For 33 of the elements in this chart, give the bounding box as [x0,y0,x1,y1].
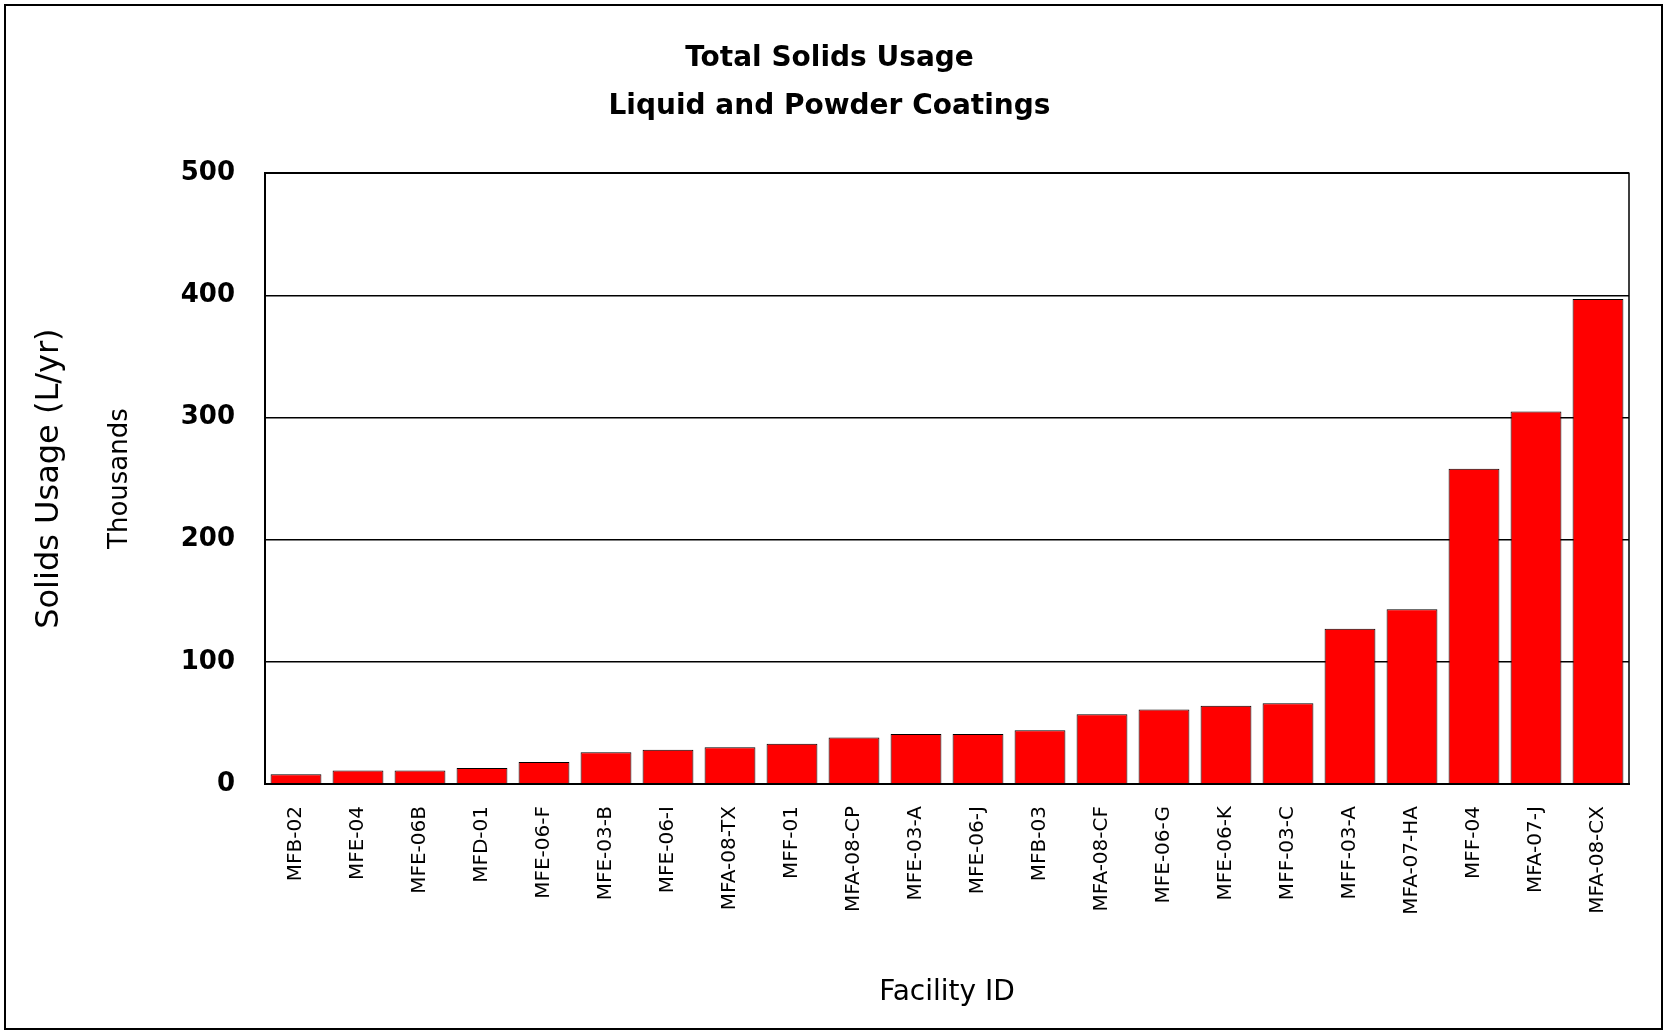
y-tick-label: 500 [180,155,235,186]
x-tick-label: MFE-06-K [1212,805,1237,901]
x-tick-label: MFD-01 [468,806,493,883]
x-tick-label: MFF-03-C [1274,806,1299,901]
x-tick-label: MFA-08-TX [716,805,741,911]
y-axis-title: Solids Usage (L/yr) [27,328,66,629]
chart-subtitle: Liquid and Powder Coatings [608,87,1051,121]
x-tick-label: MFE-03-A [902,805,927,901]
y-tick-label: 400 [180,278,235,309]
x-tick-label: MFA-08-CF [1088,806,1113,912]
x-axis-title: Facility ID [879,974,1015,1008]
x-tick-label: MFA-08-CX [1584,805,1609,914]
text: Thousands [102,408,133,550]
x-tick-label: MFF-04 [1460,806,1485,879]
x-tick-label: MFB-02 [282,806,307,882]
x-tick-label: MFE-06-G [1150,806,1175,904]
chart-title: Total Solids Usage [685,40,974,74]
x-tick-label: MFA-07-J [1522,806,1547,894]
y-tick-label: 0 [216,766,235,797]
x-tick-label: MFE-06-J [964,806,989,895]
y-tick-label: 200 [180,522,235,553]
x-tick-label: MFE-06B [406,806,431,894]
x-tick-label: MFA-08-CP [840,806,865,913]
y-tick-label: 100 [180,644,235,675]
y-tick-label: 300 [180,400,235,431]
x-tick-label: MFB-03 [1026,806,1051,882]
x-tick-label: MFE-06-I [654,806,679,894]
x-tick-label: MFE-06-F [530,806,555,899]
x-tick-label: MFF-01 [778,806,803,879]
x-tick-label: MFE-04 [344,806,369,881]
x-tick-label: MFA-07-HA [1398,805,1423,915]
x-tick-label: MFF-03-A [1336,805,1361,900]
x-tick-label: MFE-03-B [592,806,617,901]
